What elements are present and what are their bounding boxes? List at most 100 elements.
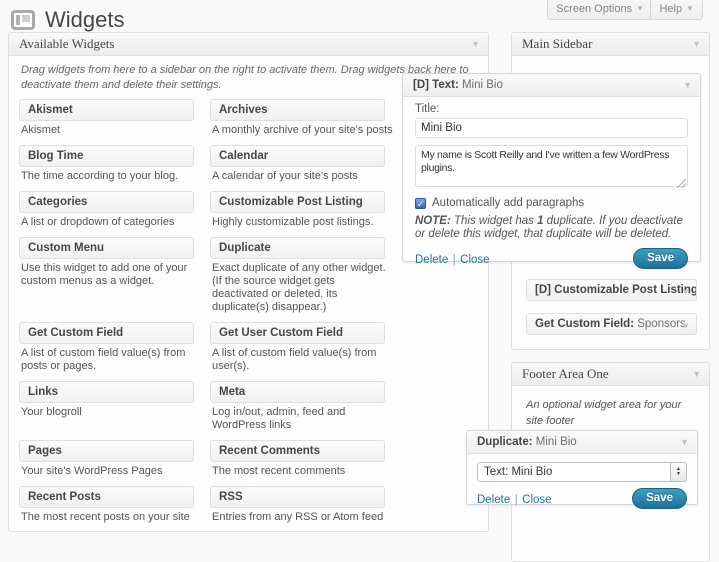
available-widgets-title: Available Widgets — [19, 36, 115, 51]
widget-title: [D] Text: — [413, 79, 459, 91]
widget-handle[interactable]: Archives — [210, 99, 385, 122]
help-tab[interactable]: Help ▼ — [650, 0, 703, 20]
save-button[interactable]: Save — [633, 248, 688, 269]
available-widget-get-user-custom-field: Get User Custom Field A list of custom f… — [210, 322, 385, 373]
panel-toggle-icon[interactable]: ▼ — [692, 39, 701, 49]
available-widgets-header: Available Widgets ▼ — [9, 33, 488, 56]
widget-handle[interactable]: Get Custom Field — [19, 322, 194, 345]
widget-title-input[interactable] — [415, 118, 688, 138]
delete-link[interactable]: Delete — [477, 493, 511, 506]
duplicate-widget-footer: Delete | Close Save — [477, 488, 687, 509]
widget-handle[interactable]: Duplicate — [210, 237, 385, 260]
sidebar-widget-get-custom-field[interactable]: Get Custom Field: Sponsors ▼ — [526, 313, 697, 335]
sidebar-widget-customizable-post-listing[interactable]: [D] Customizable Post Listing: Rece ▼ — [526, 279, 697, 301]
widget-handle[interactable]: Recent Comments — [210, 440, 385, 463]
help-label: Help — [659, 3, 683, 15]
close-link[interactable]: Close — [460, 253, 490, 266]
available-widget-recent-comments: Recent Comments The most recent comments — [210, 440, 385, 478]
widget-description: Entries from any RSS or Atom feed — [212, 511, 384, 524]
widget-handle[interactable]: Akismet — [19, 99, 194, 122]
widget-handle[interactable]: Recent Posts — [19, 486, 194, 509]
widget-handle[interactable]: Categories — [19, 191, 194, 214]
available-widget-pages: Pages Your site's WordPress Pages — [19, 440, 194, 478]
available-widget-rss: RSS Entries from any RSS or Atom feed — [210, 486, 385, 524]
widget-toggle-icon[interactable]: ▼ — [683, 80, 692, 90]
duplicate-widget-header[interactable]: Duplicate: Mini Bio ▼ — [467, 431, 697, 454]
main-sidebar-header: Main Sidebar ▼ — [512, 33, 709, 56]
text-widget-open: [D] Text: Mini Bio ▼ Title: My name is S… — [402, 73, 701, 269]
widget-title-suffix: Mini Bio — [532, 436, 577, 448]
duplicate-note: NOTE: This widget has 1 duplicate. If yo… — [415, 215, 688, 241]
widget-handle[interactable]: Calendar — [210, 145, 385, 168]
select-stepper-icon: ▲ ▼ — [670, 463, 686, 481]
widget-description: Akismet — [21, 124, 61, 137]
widget-actions: Delete | Close — [477, 490, 552, 508]
widget-handle[interactable]: Links — [19, 381, 194, 404]
widget-description: Use this widget to add one of your custo… — [21, 262, 188, 288]
widget-handle[interactable]: Custom Menu — [19, 237, 194, 260]
widget-description: The most recent posts on your site — [21, 511, 190, 524]
divider: | — [514, 493, 518, 506]
widget-description: The time according to your blog. — [21, 170, 179, 183]
available-widget-meta: Meta Log in/out, admin, feed and WordPre… — [210, 381, 385, 432]
widget-handle[interactable]: Blog Time — [19, 145, 194, 168]
duplicate-widget-body: Text: Mini Bio ▲ ▼ Delete | Close Save — [467, 454, 697, 517]
widget-handle[interactable]: Meta — [210, 381, 385, 404]
widget-toggle-icon[interactable]: ▼ — [681, 287, 690, 297]
chevron-down-icon: ▼ — [686, 4, 694, 13]
widget-description: Your blogroll — [21, 406, 82, 419]
text-widget-header[interactable]: [D] Text: Mini Bio ▼ — [403, 74, 700, 97]
screen-options-label: Screen Options — [556, 3, 633, 15]
textarea-wrap: My name is Scott Reilly and I've written… — [415, 145, 688, 192]
widget-handle[interactable]: Pages — [19, 440, 194, 463]
resize-handle-icon[interactable] — [677, 179, 686, 188]
chevron-down-icon: ▼ — [636, 4, 644, 13]
widget-text-textarea[interactable]: My name is Scott Reilly and I've written… — [415, 145, 688, 187]
text-widget-body: Title: My name is Scott Reilly and I've … — [403, 97, 700, 277]
text-widget-footer: Delete | Close Save — [415, 248, 688, 269]
note-text: This widget has — [450, 215, 538, 227]
widget-description: Highly customizable post listings. — [212, 216, 374, 229]
available-widget-duplicate: Duplicate Exact duplicate of any other w… — [210, 237, 386, 314]
page-header: Widgets — [10, 7, 124, 33]
widget-description: A list of custom field value(s) from use… — [212, 347, 377, 373]
widget-toggle-icon[interactable]: ▼ — [680, 437, 689, 447]
note-count: 1 — [537, 215, 544, 227]
panel-toggle-icon[interactable]: ▼ — [692, 369, 701, 379]
available-widget-recent-posts: Recent Posts The most recent posts on yo… — [19, 486, 194, 524]
duplicate-source-select[interactable]: Text: Mini Bio ▲ ▼ — [477, 462, 687, 482]
widget-description: The most recent comments — [212, 465, 346, 478]
auto-paragraphs-checkbox[interactable]: ✓ — [415, 197, 426, 209]
delete-link[interactable]: Delete — [415, 253, 449, 266]
screen-options-tab[interactable]: Screen Options ▼ — [547, 0, 653, 20]
main-sidebar-title: Main Sidebar — [522, 36, 593, 51]
widget-description: A list or dropdown of categories — [21, 216, 175, 229]
widget-description: Exact duplicate of any other widget. (If… — [212, 262, 386, 314]
close-link[interactable]: Close — [522, 493, 552, 506]
auto-paragraphs-label: Automatically add paragraphs — [432, 197, 585, 209]
available-widget-calendar: Calendar A calendar of your site's posts — [210, 145, 385, 183]
save-button[interactable]: Save — [632, 488, 687, 509]
widget-toggle-icon[interactable]: ▼ — [681, 321, 690, 331]
widget-description: A calendar of your site's posts — [212, 170, 358, 183]
available-widget-archives: Archives A monthly archive of your site'… — [210, 99, 393, 137]
panel-toggle-icon[interactable]: ▼ — [471, 39, 480, 49]
widget-handle[interactable]: Get User Custom Field — [210, 322, 385, 345]
widget-description: A monthly archive of your site's posts — [212, 124, 393, 137]
widget-handle[interactable]: Customizable Post Listing — [210, 191, 385, 214]
widget-title: [D] Customizable Post Listing: — [535, 284, 697, 296]
widget-title: Duplicate: — [477, 436, 533, 448]
duplicate-widget-open: Duplicate: Mini Bio ▼ Text: Mini Bio ▲ ▼ … — [466, 430, 698, 509]
footer-area-one-description: An optional widget area for your site fo… — [526, 399, 682, 427]
widget-description: Your site's WordPress Pages — [21, 465, 163, 478]
available-widget-blog-time: Blog Time The time according to your blo… — [19, 145, 194, 183]
available-widgets-description: Drag widgets from here to a sidebar on t… — [21, 64, 469, 91]
available-widget-customizable-post-listing: Customizable Post Listing Highly customi… — [210, 191, 385, 229]
note-prefix: NOTE: — [415, 215, 451, 227]
widget-description: Log in/out, admin, feed and WordPress li… — [212, 406, 346, 432]
note-text: duplicate. If you deactivate or delete t… — [415, 215, 683, 240]
widget-description: A list of custom field value(s) from pos… — [21, 347, 186, 373]
available-widget-custom-menu: Custom Menu Use this widget to add one o… — [19, 237, 194, 314]
page-title: Widgets — [45, 7, 125, 32]
widget-handle[interactable]: RSS — [210, 486, 385, 509]
